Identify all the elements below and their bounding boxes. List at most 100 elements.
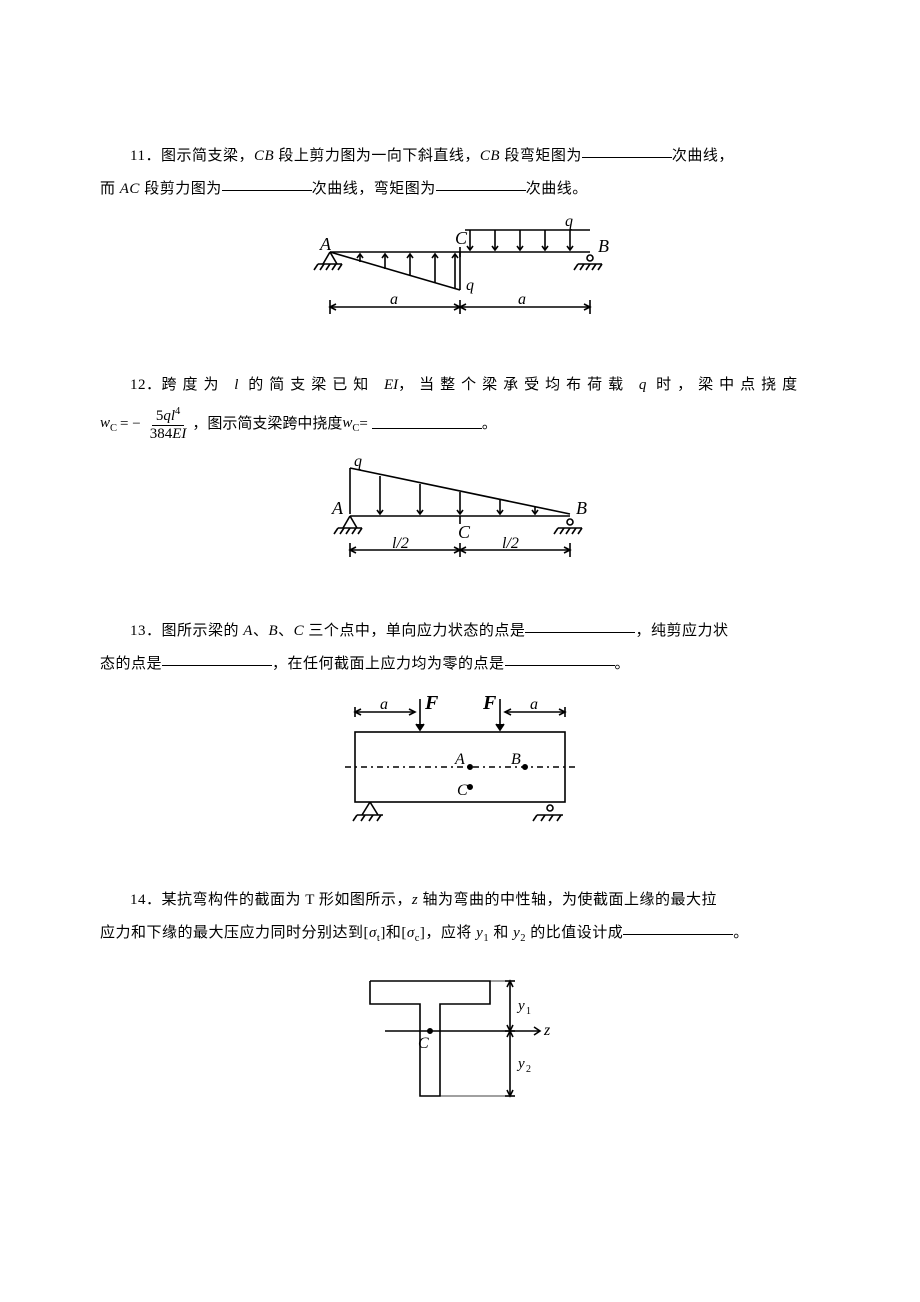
- p12-ei: EI: [384, 377, 398, 393]
- p13-line2: 态的点是 ，在任何截面上应力均为零的点是 。: [100, 648, 630, 681]
- p14-e: ]，应将: [420, 925, 476, 941]
- problem-13: 13．图所示梁的 A、B、C 三个点中，单向应力状态的点是，纯剪应力状 态的点是…: [100, 615, 820, 850]
- p13-d: 态的点是: [100, 656, 162, 672]
- p11-text-b: 段上剪力图为一向下斜直线，: [274, 148, 480, 164]
- svg-text:q: q: [466, 277, 474, 294]
- p11-cb-1: CB: [254, 148, 274, 164]
- svg-text:F: F: [424, 692, 439, 714]
- blank-14-1: [623, 921, 733, 936]
- blank-13-1: [525, 619, 635, 634]
- p14-y2: y2: [513, 925, 526, 941]
- p14-d: ]和[: [380, 925, 407, 941]
- svg-text:z: z: [543, 1022, 551, 1039]
- svg-text:F: F: [482, 692, 497, 714]
- svg-text:C: C: [457, 782, 468, 799]
- p12-period: 。: [482, 408, 497, 441]
- p14-period: 。: [733, 925, 749, 941]
- p11-text-c: 段弯矩图为: [500, 148, 582, 164]
- p14-f: 和: [489, 925, 513, 941]
- p13-j1: 、: [253, 623, 269, 639]
- p13-j2: 、: [278, 623, 294, 639]
- blank-12-1: [372, 415, 482, 430]
- p13-period: 。: [615, 656, 631, 672]
- problem-14-text: 14．某抗弯构件的截面为 T 形如图所示，z 轴为弯曲的中性轴，为使截面上缘的最…: [100, 884, 820, 950]
- blank-11-2: [222, 177, 312, 192]
- figure-13: a a F F A B C: [100, 687, 820, 850]
- problem-12: 12．跨度为 l 的简支梁已知 EI，当整个梁承受均布荷载 q 时，梁中点挠度 …: [100, 369, 820, 581]
- problem-11-text: 11．图示简支梁，CB 段上剪力图为一向下斜直线，CB 段弯矩图为次曲线， 而 …: [100, 140, 820, 206]
- blank-11-1: [582, 144, 672, 159]
- problem-11: 11．图示简支梁，CB 段上剪力图为一向下斜直线，CB 段弯矩图为次曲线， 而 …: [100, 140, 820, 335]
- p12-e: ，图示简支梁跨中挠度: [192, 408, 342, 441]
- figure-11: A C B q q a a: [100, 212, 820, 335]
- p12-number: 12．: [130, 377, 162, 393]
- p11-text-a: 图示简支梁，: [161, 148, 254, 164]
- p14-y1: y1: [476, 925, 489, 941]
- p14-line2: 应力和下缘的最大压应力同时分别达到[σt]和[σc]，应将 y1 和 y2 的比…: [100, 917, 749, 950]
- p12-wc-l: wC: [100, 407, 117, 440]
- p14-c: 应力和下缘的最大压应力同时分别达到[: [100, 925, 369, 941]
- svg-text:C: C: [458, 522, 471, 542]
- blank-11-3: [436, 177, 526, 192]
- svg-text:C: C: [455, 228, 468, 248]
- p14-sigma-c: σc: [407, 925, 420, 941]
- p12-frac: 5ql4 384EI: [146, 406, 191, 442]
- p12-formula-line: wC = − 5ql4 384EI ，图示简支梁跨中挠度 wC = 。: [100, 406, 820, 442]
- svg-text:A: A: [331, 498, 344, 518]
- figure-14-svg: z C y1 y2: [330, 956, 590, 1116]
- p11-cb-2: CB: [480, 148, 500, 164]
- svg-text:a: a: [390, 291, 398, 308]
- svg-text:B: B: [511, 751, 521, 768]
- p11-line2: 而 AC 段剪力图为 次曲线，弯矩图为 次曲线。: [100, 173, 588, 206]
- svg-text:q: q: [354, 453, 362, 470]
- problem-13-text: 13．图所示梁的 A、B、C 三个点中，单向应力状态的点是，纯剪应力状 态的点是…: [100, 615, 820, 681]
- p14-g: 的比值设计成: [526, 925, 623, 941]
- p12-c: ，当整个梁承受均布荷载: [398, 377, 639, 393]
- p11-text-f: 段剪力图为: [140, 181, 222, 197]
- p13-B: B: [268, 623, 278, 639]
- p14-a: 某抗弯构件的截面为 T 形如图所示，: [162, 892, 412, 908]
- figure-13-svg: a a F F A B C: [315, 687, 605, 837]
- p12-a: 跨度为: [162, 377, 235, 393]
- p14-number: 14．: [130, 892, 162, 908]
- p14-sigma-t: σt: [369, 925, 380, 941]
- p11-text-g: 次曲线，弯矩图为: [312, 181, 436, 197]
- svg-text:C: C: [418, 1035, 429, 1052]
- p12-eq1: = −: [120, 408, 141, 441]
- svg-text:l/2: l/2: [392, 535, 409, 552]
- svg-text:A: A: [454, 751, 465, 768]
- svg-text:l/2: l/2: [502, 535, 519, 552]
- p11-ac: AC: [120, 181, 140, 197]
- p13-e: ，在任何截面上应力均为零的点是: [272, 656, 505, 672]
- p13-number: 13．: [130, 623, 162, 639]
- p14-b: 轴为弯曲的中性轴，为使截面上缘的最大拉: [418, 892, 717, 908]
- p13-C: C: [294, 623, 305, 639]
- p13-b: 三个点中，单向应力状态的点是: [304, 623, 525, 639]
- p12-eq2: =: [359, 408, 367, 441]
- p13-A: A: [243, 623, 253, 639]
- p12-wc-r: wC: [342, 407, 359, 440]
- svg-text:A: A: [319, 234, 332, 254]
- problem-12-text: 12．跨度为 l 的简支梁已知 EI，当整个梁承受均布荷载 q 时，梁中点挠度: [100, 369, 820, 402]
- p13-a: 图所示梁的: [162, 623, 244, 639]
- p11-text-d: 次曲线，: [672, 148, 734, 164]
- svg-text:a: a: [518, 291, 526, 308]
- p11-text-h: 次曲线。: [526, 181, 588, 197]
- p13-c: ，纯剪应力状: [635, 623, 728, 639]
- svg-text:y: y: [516, 1056, 525, 1072]
- p12-b: 的简支梁已知: [238, 377, 384, 393]
- svg-text:a: a: [530, 696, 538, 713]
- p11-text-e: 而: [100, 181, 120, 197]
- p12-d: 时，梁中点挠度: [646, 377, 803, 393]
- svg-text:B: B: [576, 498, 587, 518]
- svg-text:y: y: [516, 998, 525, 1014]
- svg-text:B: B: [598, 236, 609, 256]
- figure-11-svg: A C B q q a a: [290, 212, 630, 322]
- svg-text:2: 2: [526, 1064, 531, 1075]
- svg-text:1: 1: [526, 1006, 531, 1017]
- p11-number: 11．: [130, 148, 161, 164]
- svg-text:a: a: [380, 696, 388, 713]
- figure-12: q A B C l/2 l/2: [100, 448, 820, 581]
- figure-14: z C y1 y2: [100, 956, 820, 1129]
- blank-13-2: [162, 652, 272, 667]
